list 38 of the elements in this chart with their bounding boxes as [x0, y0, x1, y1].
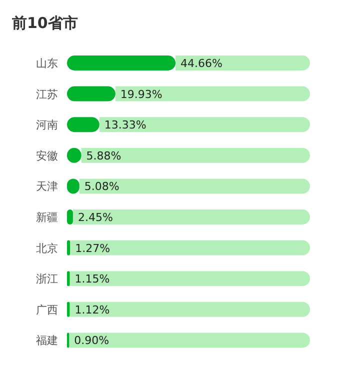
bar	[176, 56, 310, 70]
bar	[67, 240, 70, 256]
y-tick-label: 安徽	[36, 149, 58, 162]
bar	[69, 332, 310, 348]
bar	[67, 86, 116, 102]
bar	[67, 271, 70, 286]
bar	[70, 271, 310, 286]
bar	[67, 56, 176, 70]
bar	[99, 117, 310, 132]
data-label: 19.93%	[120, 88, 162, 101]
y-tick-label: 福建	[36, 334, 58, 348]
bar	[81, 148, 310, 163]
bar	[67, 117, 100, 132]
data-label: 1.12%	[74, 303, 110, 316]
y-tick-label: 天津	[36, 180, 58, 194]
y-tick-label: 新疆	[36, 211, 58, 224]
bar	[79, 178, 310, 194]
bar	[70, 302, 310, 317]
data-label: 0.90%	[74, 334, 110, 348]
y-tick-label: 广西	[36, 303, 58, 316]
data-label: 13.33%	[104, 118, 146, 132]
bar	[72, 210, 310, 224]
bar	[70, 240, 310, 256]
data-label: 1.15%	[74, 272, 110, 286]
chart-title: 前10省市	[11, 14, 78, 32]
data-label: 5.08%	[84, 180, 120, 194]
data-label: 44.66%	[180, 57, 222, 70]
data-label: 1.27%	[75, 242, 110, 255]
y-tick-label: 河南	[36, 118, 58, 132]
data-label: 2.45%	[78, 211, 113, 224]
bar	[67, 210, 73, 224]
bar	[115, 86, 310, 102]
y-tick-label: 山东	[36, 57, 58, 70]
data-label: 5.88%	[86, 149, 122, 162]
y-tick-label: 北京	[36, 242, 58, 255]
bar	[67, 302, 70, 317]
y-tick-label: 浙江	[36, 272, 58, 286]
y-tick-label: 江苏	[36, 88, 58, 101]
